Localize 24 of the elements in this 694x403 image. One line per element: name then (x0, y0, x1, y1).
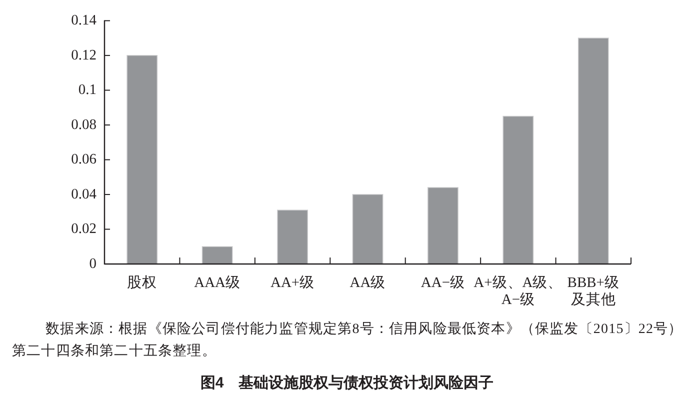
y-tick-label: 0.12 (71, 47, 96, 64)
y-tick-label: 0.14 (71, 12, 98, 29)
bar (126, 55, 158, 264)
y-tick-label: 0.06 (71, 152, 96, 168)
x-tick-label: AA+级 (270, 274, 315, 291)
y-tick-label: 0.02 (71, 221, 96, 238)
bar (277, 210, 308, 264)
text: 图4 基础设施股权与债权投资计划风险因子 (200, 374, 494, 392)
y-tick-label: 0.1 (78, 82, 96, 98)
x-tick-label: AA级 (350, 274, 386, 291)
y-tick-label: 0.04 (71, 186, 98, 202)
y-tick-label: 0 (89, 256, 96, 272)
bar (202, 246, 233, 264)
y-tick-label: 0.08 (71, 116, 96, 133)
bar (578, 38, 609, 264)
x-tick-label: AAA级 (194, 274, 241, 291)
bar (352, 194, 384, 264)
x-tick-label: 股权 (127, 274, 158, 291)
source-note: 数据来源：根据《保险公司偿付能力监管规定第8号：信用风险最低资本》（保监发〔2015〕22号）第二十四条和第二十五条整理。 (12, 320, 684, 361)
bar (502, 116, 534, 264)
bar (428, 187, 458, 264)
x-tick-label: BBB+级及其他 (567, 274, 620, 308)
x-tick-label: AA−级 (420, 274, 466, 291)
x-tick-label: A+级、A级、A−级 (474, 274, 563, 308)
